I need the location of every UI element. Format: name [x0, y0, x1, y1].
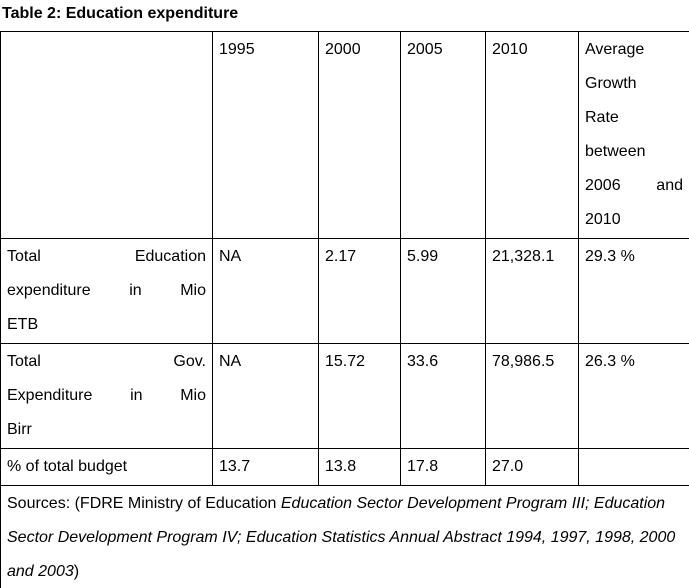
- table-cell: 5.99: [400, 238, 486, 344]
- row-label: Total Gov. Expenditure in Mio Birr: [0, 343, 213, 449]
- table-cell: 17.8: [400, 448, 486, 486]
- table-cell: NA: [212, 238, 319, 344]
- row-label: Total Education expenditure in Mio ETB: [0, 238, 213, 344]
- sources-row: Sources: (FDRE Ministry of Education Edu…: [0, 485, 689, 588]
- table-cell: NA: [212, 343, 319, 449]
- education-expenditure-table: 1995 2000 2005 2010 Average Growth Rate …: [0, 31, 689, 588]
- table-cell: 15.72: [318, 343, 401, 449]
- table-cell: 29.3 %: [578, 238, 689, 344]
- header-cell-2000: 2000: [318, 31, 401, 239]
- sources-text-italic: Education Sector Development Program III…: [7, 495, 676, 580]
- table-cell: 27.0: [485, 448, 579, 486]
- header-row: 1995 2000 2005 2010 Average Growth Rate …: [0, 31, 689, 239]
- table-cell: 21,328.1: [485, 238, 579, 344]
- header-cell-empty: [0, 31, 213, 239]
- header-cell-avg-growth: Average Growth Rate between 2006 and 201…: [578, 31, 689, 239]
- table-cell: 26.3 %: [578, 343, 689, 449]
- table-cell: 78,986.5: [485, 343, 579, 449]
- table-cell: 13.8: [318, 448, 401, 486]
- table-cell: 33.6: [400, 343, 486, 449]
- header-cell-1995: 1995: [212, 31, 319, 239]
- header-cell-2005: 2005: [400, 31, 486, 239]
- row-label: % of total budget: [0, 448, 213, 486]
- header-cell-2010: 2010: [485, 31, 579, 239]
- table-cell: 13.7: [212, 448, 319, 486]
- table-cell: [578, 448, 689, 486]
- sources-cell: Sources: (FDRE Ministry of Education Edu…: [0, 485, 689, 588]
- table-cell: 2.17: [318, 238, 401, 344]
- table-title: Table 2: Education expenditure: [2, 5, 239, 22]
- table-row-gov-expenditure: Total Gov. Expenditure in Mio Birr NA 15…: [0, 343, 689, 449]
- sources-text-prefix: Sources: (FDRE Ministry of Education: [7, 495, 281, 512]
- table-row-percent-budget: % of total budget 13.7 13.8 17.8 27.0: [0, 448, 689, 486]
- sources-text-suffix: ): [73, 563, 80, 580]
- table-row-education-expenditure: Total Education expenditure in Mio ETB N…: [0, 238, 689, 344]
